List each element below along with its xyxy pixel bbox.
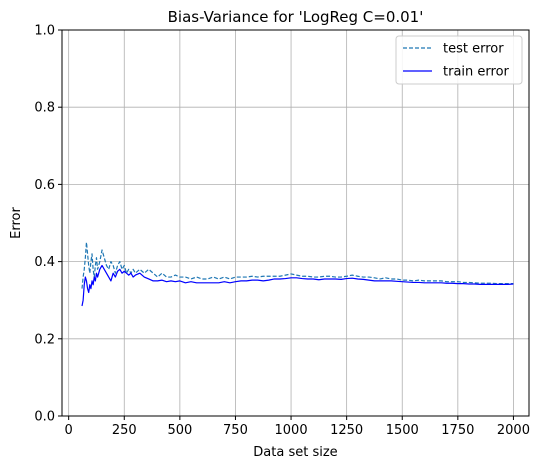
x-tick-label: 1000 (275, 423, 308, 438)
x-tick-label: 1250 (330, 423, 363, 438)
x-tick-label: 0 (65, 423, 73, 438)
x-tick-label: 1750 (441, 423, 474, 438)
y-axis-label: Error (9, 207, 24, 239)
y-tick-label: 0.2 (34, 332, 55, 347)
x-tick-label: 500 (167, 423, 192, 438)
chart-legend: test error train error (395, 35, 523, 85)
legend-label-train-error: train error (443, 65, 510, 80)
x-tick-label: 2000 (497, 423, 530, 438)
plot-series (81, 241, 514, 307)
y-tick-label: 0.0 (34, 410, 55, 425)
x-tick-label: 250 (112, 423, 137, 438)
chart-title: Bias-Variance for 'LogReg C=0.01' (168, 8, 424, 26)
y-tick-label: 0.8 (34, 101, 55, 116)
y-tick-label: 0.4 (34, 255, 55, 270)
x-axis-label: Data set size (253, 445, 337, 460)
x-tick-label: 1500 (386, 423, 419, 438)
series-line-test-error (81, 241, 514, 289)
x-axis-ticks: 0 250 500 750 1000 1250 1500 1750 2000 (65, 416, 530, 438)
y-tick-label: 0.6 (34, 178, 55, 193)
legend-label-test-error: test error (443, 42, 504, 57)
x-tick-label: 750 (223, 423, 248, 438)
y-axis-ticks: 0.0 0.2 0.4 0.6 0.8 1.0 (34, 24, 62, 425)
series-line-train-error (81, 264, 514, 307)
y-tick-label: 1.0 (34, 24, 55, 39)
plot-area-frame (61, 29, 530, 417)
